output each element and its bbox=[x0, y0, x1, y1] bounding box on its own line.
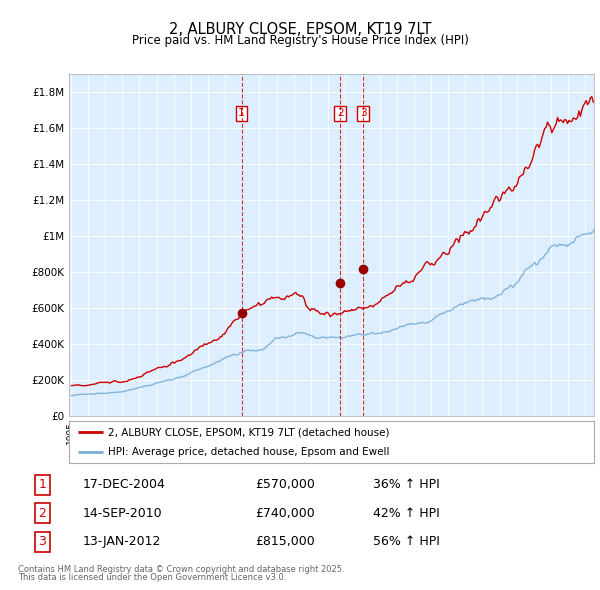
Text: HPI: Average price, detached house, Epsom and Ewell: HPI: Average price, detached house, Epso… bbox=[109, 447, 390, 457]
Text: 56% ↑ HPI: 56% ↑ HPI bbox=[373, 535, 440, 548]
Text: £815,000: £815,000 bbox=[255, 535, 314, 548]
Text: Contains HM Land Registry data © Crown copyright and database right 2025.: Contains HM Land Registry data © Crown c… bbox=[18, 565, 344, 573]
Text: This data is licensed under the Open Government Licence v3.0.: This data is licensed under the Open Gov… bbox=[18, 573, 286, 582]
Text: 2: 2 bbox=[337, 109, 344, 119]
Text: 3: 3 bbox=[360, 109, 367, 119]
Text: 1: 1 bbox=[38, 478, 46, 491]
Text: 2, ALBURY CLOSE, EPSOM, KT19 7LT (detached house): 2, ALBURY CLOSE, EPSOM, KT19 7LT (detach… bbox=[109, 427, 390, 437]
Text: 2: 2 bbox=[38, 507, 46, 520]
Text: 13-JAN-2012: 13-JAN-2012 bbox=[83, 535, 161, 548]
Text: 42% ↑ HPI: 42% ↑ HPI bbox=[373, 507, 440, 520]
Text: 3: 3 bbox=[38, 535, 46, 548]
Text: 17-DEC-2004: 17-DEC-2004 bbox=[83, 478, 166, 491]
Text: 2, ALBURY CLOSE, EPSOM, KT19 7LT: 2, ALBURY CLOSE, EPSOM, KT19 7LT bbox=[169, 22, 431, 37]
Text: £570,000: £570,000 bbox=[255, 478, 315, 491]
Text: 1: 1 bbox=[238, 109, 245, 119]
Text: Price paid vs. HM Land Registry's House Price Index (HPI): Price paid vs. HM Land Registry's House … bbox=[131, 34, 469, 47]
Text: 14-SEP-2010: 14-SEP-2010 bbox=[83, 507, 163, 520]
Text: 36% ↑ HPI: 36% ↑ HPI bbox=[373, 478, 440, 491]
Text: £740,000: £740,000 bbox=[255, 507, 314, 520]
